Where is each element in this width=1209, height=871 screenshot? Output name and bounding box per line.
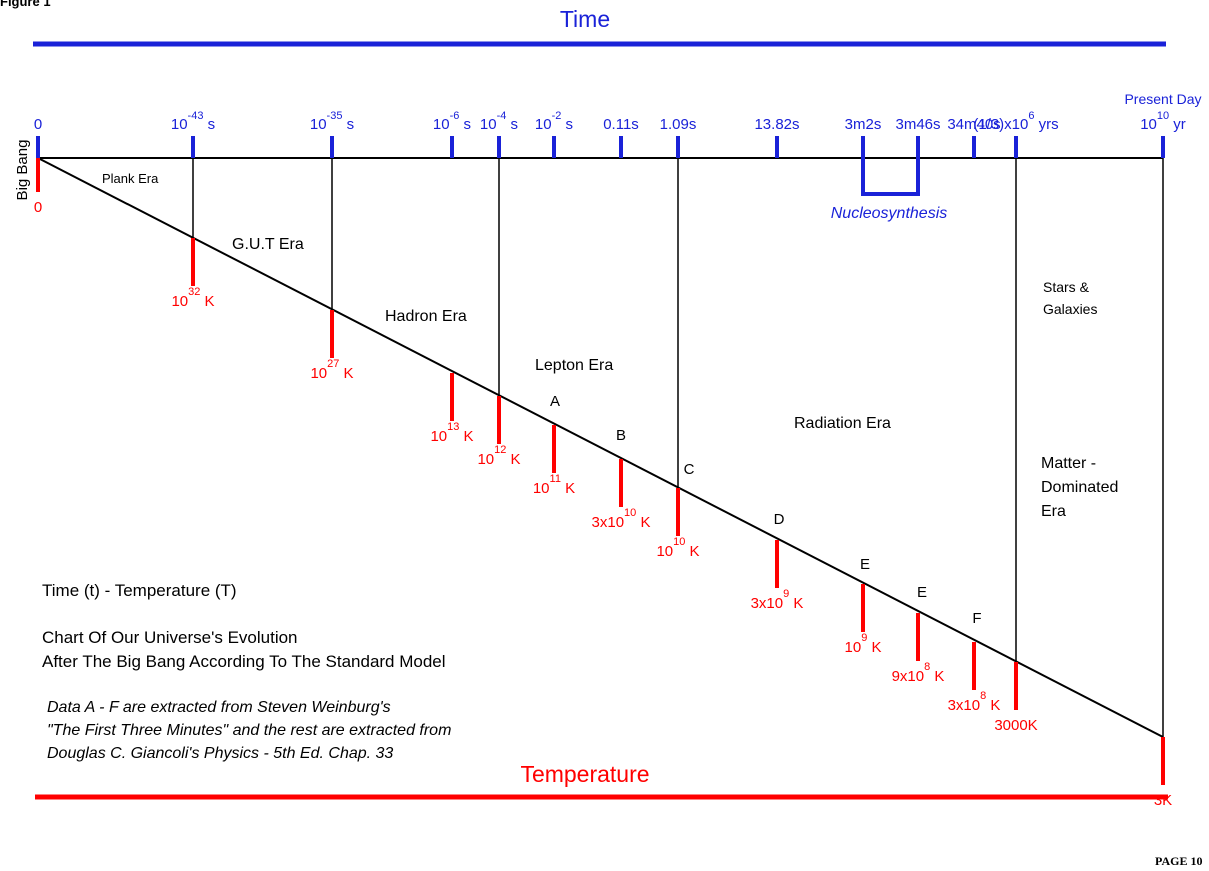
point-label-e-second: E bbox=[917, 584, 927, 601]
point-label-b: B bbox=[616, 427, 626, 444]
time-tick-label: 34m40s bbox=[947, 116, 1000, 133]
caption-source-1: Data A - F are extracted from Steven Wei… bbox=[47, 699, 391, 716]
caption-source-3: Douglas C. Giancoli's Physics - 5th Ed. … bbox=[47, 745, 393, 762]
temperature-tick-label: 3x1010 K bbox=[592, 507, 651, 531]
time-tick-label: (1/3)x106 yrs bbox=[973, 110, 1058, 133]
big-bang-label: Big Bang bbox=[14, 140, 31, 201]
time-tick-label: 3m2s bbox=[845, 116, 882, 133]
time-tick-label: 10-6 s bbox=[433, 110, 471, 133]
caption-source-2: "The First Three Minutes" and the rest a… bbox=[47, 722, 451, 739]
figure-label: Figure 1 bbox=[0, 0, 51, 9]
present-day-label: Present Day bbox=[1124, 91, 1201, 107]
temperature-tick-label: 1011 K bbox=[533, 473, 575, 497]
temperature-tick-label: 3K bbox=[1154, 792, 1172, 809]
time-title: Time bbox=[560, 6, 610, 32]
nucleosynthesis-bracket bbox=[861, 158, 920, 196]
time-tick-label: 10-4 s bbox=[480, 110, 518, 133]
point-label-a: A bbox=[550, 393, 560, 410]
temperature-tick-label: 9x108 K bbox=[892, 661, 945, 685]
temperature-tick-label: 3x109 K bbox=[751, 588, 804, 612]
temperature-tick-label: 1010 K bbox=[656, 536, 699, 560]
temperature-title: Temperature bbox=[520, 761, 649, 787]
era-label-stars: Stars & bbox=[1043, 279, 1090, 295]
point-label-f: F bbox=[972, 610, 981, 627]
temperature-tick-label: 1027 K bbox=[310, 358, 353, 382]
time-tick-label: 0 bbox=[34, 116, 42, 133]
temperature-tick-label: 3x108 K bbox=[948, 690, 1001, 714]
point-label-e: E bbox=[860, 556, 870, 573]
era-label-era: Era bbox=[1041, 503, 1066, 520]
era-label-matter: Matter - bbox=[1041, 455, 1096, 472]
point-label-d: D bbox=[774, 511, 785, 528]
temperature-tick-label: 3000K bbox=[994, 717, 1037, 734]
time-tick-label: 10-35 s bbox=[310, 110, 354, 133]
temperature-tick-label: 1032 K bbox=[171, 286, 214, 310]
temperature-tick-label: 1013 K bbox=[430, 421, 473, 445]
point-label-c: C bbox=[684, 461, 695, 478]
time-tick-label: 10-2 s bbox=[535, 110, 573, 133]
caption-line-1: Chart Of Our Universe's Evolution bbox=[42, 628, 298, 647]
era-label-galaxies: Galaxies bbox=[1043, 301, 1097, 317]
time-tick-label: 1010 yr bbox=[1140, 110, 1186, 133]
time-tick-label: 0.11s bbox=[603, 116, 639, 133]
era-label-gut: G.U.T Era bbox=[232, 236, 304, 253]
era-label-radiation: Radiation Era bbox=[794, 415, 891, 432]
time-ticks: 0 10-43 s 10-35 s 10-6 s 10-4 s 10-2 s 0.11s 1.… bbox=[34, 91, 1202, 158]
caption-heading: Time (t) - Temperature (T) bbox=[42, 581, 237, 600]
era-label-plank: Plank Era bbox=[102, 171, 159, 186]
temperature-tick-label: 109 K bbox=[845, 632, 882, 656]
time-tick-label: 13.82s bbox=[754, 116, 799, 133]
page-label: PAGE 10 bbox=[1155, 854, 1202, 868]
temperature-tick-label: 1012 K bbox=[477, 444, 520, 468]
time-tick-label: 10-43 s bbox=[171, 110, 215, 133]
era-label-hadron: Hadron Era bbox=[385, 308, 467, 325]
time-tick-label: 1.09s bbox=[660, 116, 697, 133]
era-label-lepton: Lepton Era bbox=[535, 357, 613, 374]
nucleosynthesis-label: Nucleosynthesis bbox=[831, 205, 948, 222]
caption-line-2: After The Big Bang According To The Stan… bbox=[42, 652, 446, 671]
temperature-tick-label: 0 bbox=[34, 199, 42, 216]
temperature-diagonal bbox=[37, 157, 1164, 738]
time-tick-label: 3m46s bbox=[895, 116, 940, 133]
era-label-dominated: Dominated bbox=[1041, 479, 1118, 496]
